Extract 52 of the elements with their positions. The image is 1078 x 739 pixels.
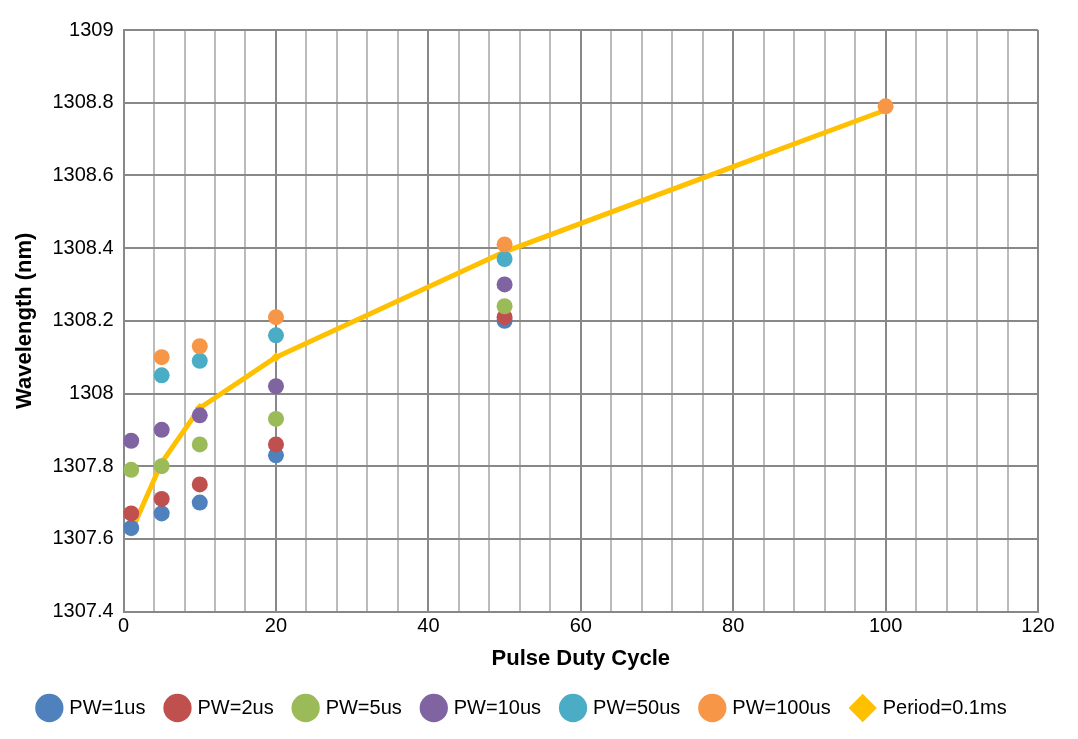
point [153,421,170,438]
y-tick-label: 1308.8 [52,90,114,113]
x-tick-label: 60 [569,614,592,637]
x-tick-label: 80 [722,614,745,637]
x-axis-title: Pulse Duty Cycle [491,644,671,670]
x-tick-label: 0 [118,614,130,637]
y-tick-label: 1307.4 [52,599,114,622]
point [191,436,208,453]
legend-label: Period=0.1ms [882,695,1007,718]
point [153,458,170,475]
legend-label: PW=5us [325,695,402,718]
y-tick-label: 1307.6 [52,526,114,549]
point [123,505,140,522]
point [153,367,170,384]
y-tick-label: 1307.8 [52,453,114,476]
x-tick-label: 20 [264,614,288,637]
point [123,520,140,536]
point [191,338,208,355]
point [191,476,208,493]
point [267,309,284,326]
y-tick-label: 1308.2 [52,308,114,331]
point [496,251,513,268]
legend-label: PW=2us [197,695,274,718]
point [496,298,513,315]
x-tick-label: 120 [1021,614,1055,637]
y-tick-label: 1309 [69,17,114,40]
y-tick-label: 1308.4 [52,235,114,258]
point [496,236,513,253]
y-tick-label: 1308.6 [52,162,114,185]
x-tick-label: 40 [417,614,440,637]
point [877,98,894,115]
legend-label: PW=50us [593,695,681,718]
point [153,349,170,366]
point [191,407,208,424]
legend-label: PW=1us [69,695,146,718]
point [191,352,208,369]
y-axis-title: Wavelength (nm) [11,232,37,410]
point [153,490,170,507]
point [267,378,284,395]
point [123,432,140,449]
point [267,327,284,344]
x-tick-label: 100 [868,614,903,637]
point [267,436,284,453]
y-tick-label: 1308 [69,381,114,404]
point [270,352,281,363]
legend-label: PW=10us [453,695,542,718]
point [267,410,284,427]
point [496,276,513,293]
point [153,505,170,522]
point [123,461,140,478]
point [191,494,208,511]
legend-label: PW=100us [732,695,831,718]
